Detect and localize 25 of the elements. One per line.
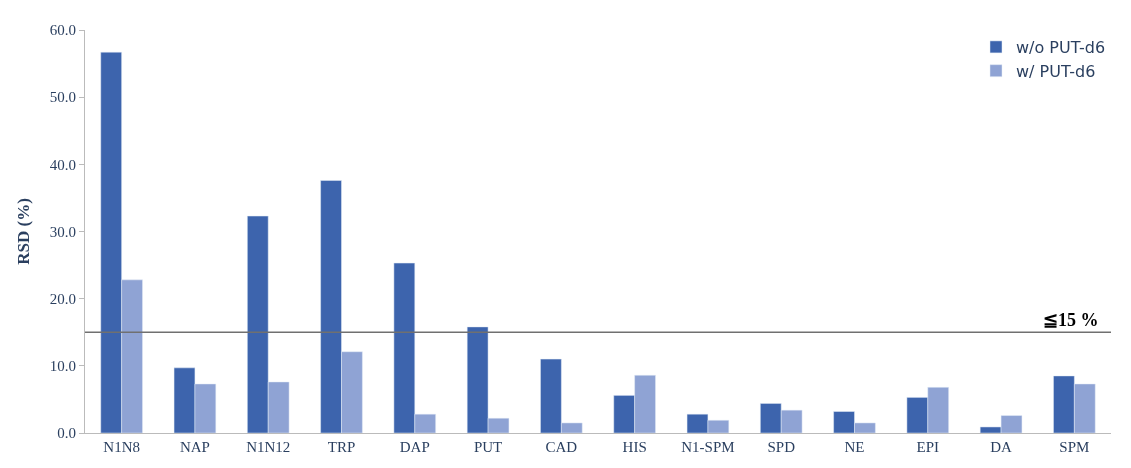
x-tick-label: HIS (622, 439, 647, 455)
x-tick-label: N1N8 (103, 439, 140, 455)
y-tick-label: 0.0 (57, 425, 76, 442)
x-tick-label: SPM (1059, 439, 1090, 455)
x-tick-label: SPD (767, 439, 796, 455)
x-tick-label: TRP (327, 439, 356, 455)
x-tick-label: DAP (399, 439, 430, 455)
x-tick-label: N1N12 (246, 439, 291, 455)
legend-label: w/ PUT-d6 (1016, 61, 1096, 81)
x-tick-label: PUT (473, 439, 503, 455)
y-tick-label: 50.0 (49, 89, 76, 106)
legend-label: w/o PUT-d6 (1016, 38, 1106, 58)
x-tick-label: EPI (916, 439, 940, 455)
x-tick-label: CAD (545, 439, 578, 455)
x-tick-label: NE (844, 439, 865, 455)
y-tick-label: 30.0 (49, 223, 76, 240)
y-tick-label: 20.0 (49, 290, 76, 307)
y-tick-label: 60.0 (49, 22, 76, 39)
x-tick-label: DA (990, 439, 1013, 455)
y-axis-title: RSD (%) (14, 198, 34, 265)
x-tick-label: NAP (179, 439, 210, 455)
ref-line-label: ≦15 % (1043, 310, 1099, 330)
x-tick-label: N1-SPM (681, 439, 735, 455)
y-tick-label: 40.0 (49, 156, 76, 173)
y-tick-label: 10.0 (49, 358, 76, 375)
